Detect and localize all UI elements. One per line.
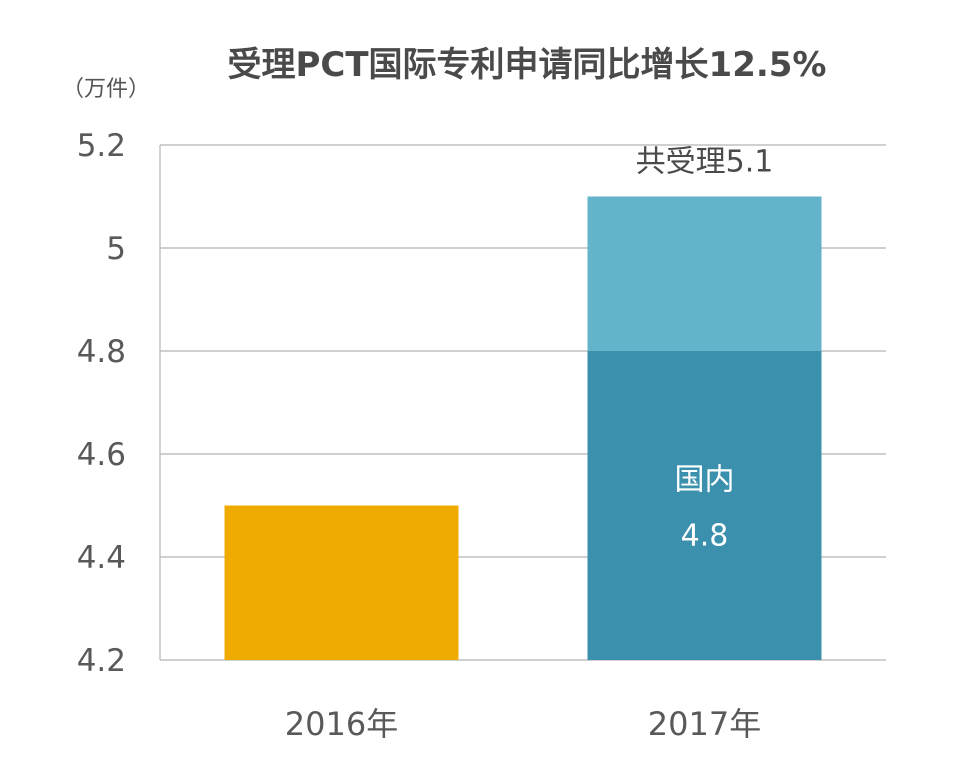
bar-segment-1-1 bbox=[587, 196, 822, 351]
domestic-segment-name: 国内 bbox=[675, 463, 735, 498]
y-axis-unit-label: （万件） bbox=[62, 77, 150, 102]
y-tick-label: 4.8 bbox=[77, 334, 126, 370]
y-axis-ticks: 4.2 4.4 4.6 4.8 5 5.2 bbox=[77, 128, 126, 679]
bar-segment-1-0 bbox=[587, 351, 822, 660]
y-tick-label: 5 bbox=[106, 231, 126, 267]
x-category-label: 2017年 bbox=[648, 705, 761, 743]
domestic-segment-value: 4.8 bbox=[681, 519, 729, 554]
x-category-label: 2016年 bbox=[285, 705, 398, 743]
y-tick-label: 5.2 bbox=[77, 128, 126, 164]
chart-title: 受理PCT国际专利申请同比增长12.5% bbox=[227, 45, 826, 85]
bars bbox=[224, 196, 822, 660]
y-tick-label: 4.2 bbox=[77, 643, 126, 679]
y-tick-label: 4.6 bbox=[77, 437, 126, 473]
y-tick-label: 4.4 bbox=[77, 540, 126, 576]
x-axis-categories: 2016年 2017年 bbox=[285, 705, 761, 743]
total-2017-label: 共受理5.1 bbox=[636, 145, 774, 180]
bar-segment-0-0 bbox=[224, 505, 459, 660]
